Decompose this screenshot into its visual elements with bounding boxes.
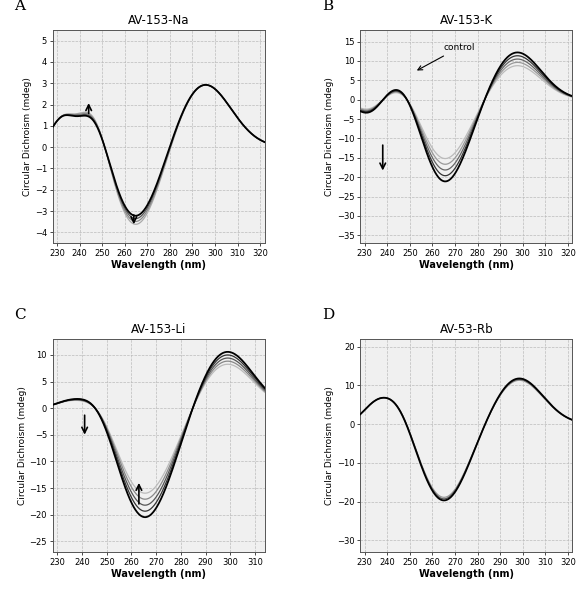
Title: AV-153-Na: AV-153-Na [128,14,189,28]
Y-axis label: Circular Dichroism (mdeg): Circular Dichroism (mdeg) [18,386,27,505]
Text: A: A [15,0,25,13]
Y-axis label: Circular Dichroism (mdeg): Circular Dichroism (mdeg) [325,386,334,505]
Y-axis label: Circular Dichroism (mdeg): Circular Dichroism (mdeg) [23,77,32,196]
Title: AV-153-K: AV-153-K [440,14,493,28]
X-axis label: Wavelength (nm): Wavelength (nm) [419,260,514,271]
X-axis label: Wavelength (nm): Wavelength (nm) [419,569,514,580]
Y-axis label: Circular Dichroism (mdeg): Circular Dichroism (mdeg) [325,77,334,196]
X-axis label: Wavelength (nm): Wavelength (nm) [111,260,206,271]
Title: AV-153-Li: AV-153-Li [131,323,186,337]
X-axis label: Wavelength (nm): Wavelength (nm) [111,569,206,580]
Text: B: B [322,0,333,13]
Text: C: C [15,308,26,322]
Text: D: D [322,308,334,322]
Text: control: control [418,43,475,70]
Title: AV-53-Rb: AV-53-Rb [439,323,493,337]
